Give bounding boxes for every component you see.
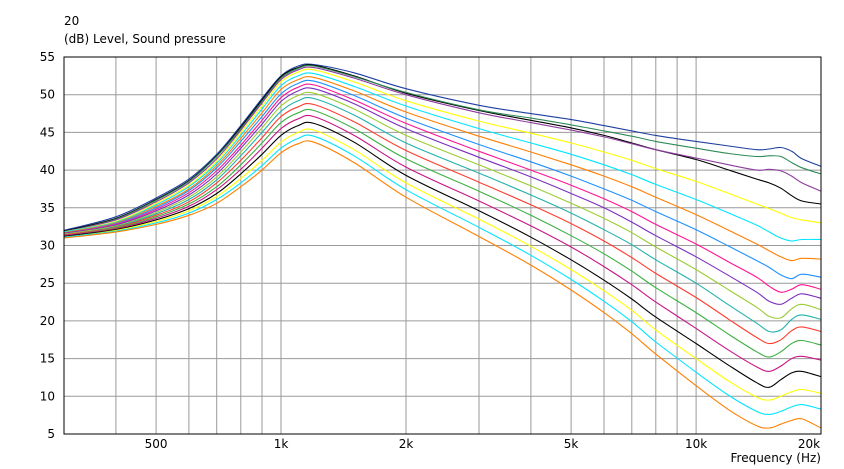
- x-tick-label: 10k: [685, 437, 707, 451]
- plot-frame: [63, 56, 822, 435]
- y-tick-label: 35: [40, 201, 55, 215]
- x-axis-label: Frequency (Hz): [731, 451, 822, 465]
- y-tick-labels: 5 10 15 20 25 30 35 40 45 50 55: [40, 50, 55, 441]
- series-line-6: [63, 72, 822, 242]
- series-line-16: [63, 121, 822, 388]
- series-line-4: [63, 66, 822, 233]
- series-line-14: [63, 108, 822, 358]
- series-line-8: [63, 79, 822, 280]
- y-tick-label: 25: [40, 276, 55, 290]
- x-tick-label: 5k: [564, 437, 579, 451]
- series-line-12: [63, 96, 822, 333]
- y-tick-label: 50: [40, 88, 55, 102]
- y-tick-label: 55: [40, 50, 55, 64]
- y-tick-label: 45: [40, 125, 55, 139]
- x-tick-label: 500: [145, 437, 168, 451]
- y-tick-label: 5: [47, 427, 55, 441]
- series-line-7: [63, 76, 822, 262]
- series-line-5: [63, 68, 822, 233]
- x-tick-labels: 500 1k 2k 5k 10k 20k: [145, 437, 821, 451]
- y-tick-label: 10: [40, 389, 55, 403]
- series-group: [63, 63, 822, 429]
- series-line-13: [63, 102, 822, 345]
- x-tick-label: 2k: [399, 437, 414, 451]
- series-line-3: [63, 64, 822, 233]
- series-line-9: [63, 83, 822, 293]
- series-line-17: [63, 128, 822, 401]
- y-axis-label: (dB) Level, Sound pressure: [64, 32, 226, 46]
- series-line-15: [63, 114, 822, 372]
- series-line-18: [63, 134, 822, 415]
- x-tick-label: 20k: [798, 437, 820, 451]
- series-line-19: [63, 140, 822, 429]
- series-line-10: [63, 87, 822, 305]
- y-tick-label: 40: [40, 163, 55, 177]
- y-tick-label: 15: [40, 352, 55, 366]
- y-tick-label: 20: [40, 314, 55, 328]
- series-line-11: [63, 91, 822, 319]
- y-tick-label: 30: [40, 239, 55, 253]
- chart-title: 20: [64, 14, 79, 28]
- series-line-1: [63, 63, 822, 231]
- x-tick-label: 1k: [274, 437, 289, 451]
